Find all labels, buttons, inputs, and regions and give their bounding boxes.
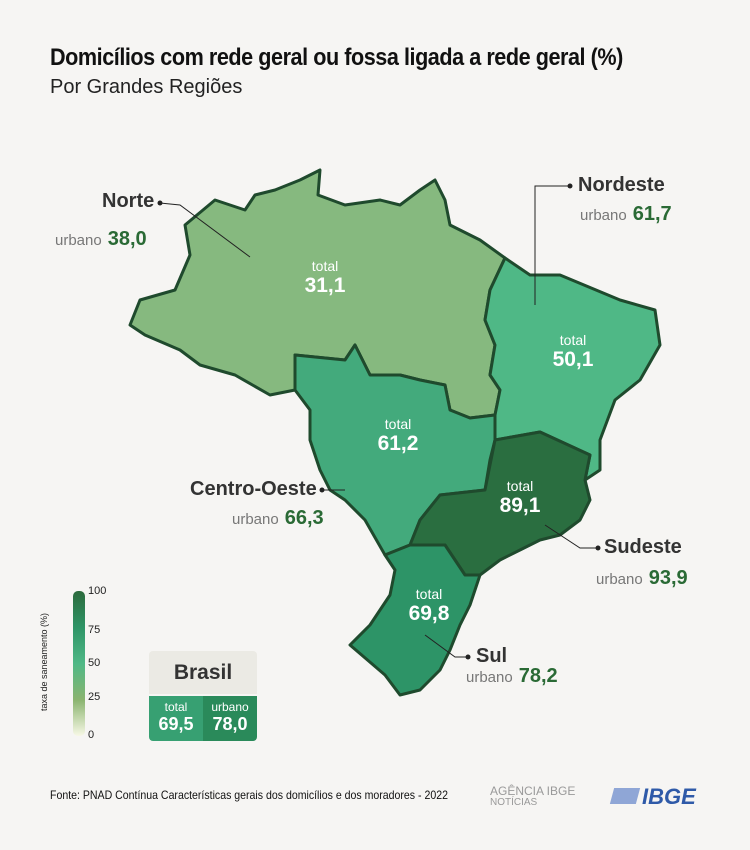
agencia-ibge-logo: AGÊNCIA IBGE NOTÍCIAS	[490, 784, 576, 808]
norte-label: Norte	[102, 190, 155, 212]
nordeste-urbano: urbano 61,7	[580, 203, 672, 225]
legend-tick: 75	[88, 624, 101, 636]
centro-oeste-total: total 61,2	[377, 416, 419, 455]
brasil-urbano: urbano 78,0	[203, 696, 257, 741]
legend-tick: 50	[88, 657, 101, 669]
ibge-logo: IBGE	[609, 784, 696, 810]
sul-urbano: urbano 78,2	[466, 665, 558, 687]
sul-label: Sul	[476, 645, 508, 667]
norte-total: total 31,1	[304, 258, 346, 297]
sudeste-urbano: urbano 93,9	[596, 567, 688, 589]
color-scale-legend	[73, 591, 85, 736]
legend-tick: 0	[88, 729, 95, 741]
legend-tick: 100	[88, 585, 107, 597]
sul-total: total 69,8	[408, 586, 450, 625]
sudeste-label: Sudeste	[604, 536, 682, 558]
region-sul[interactable]	[348, 543, 482, 697]
sudeste-total: total 89,1	[499, 478, 541, 517]
nordeste-label: Nordeste	[578, 174, 665, 196]
chart-subtitle: Por Grandes Regiões	[50, 76, 243, 98]
chart-title: Domicílios com rede geral ou fossa ligad…	[50, 44, 623, 71]
legend-tick: 25	[88, 691, 101, 703]
centro-oeste-urbano: urbano 66,3	[232, 507, 324, 529]
brasil-summary: Brasil total 69,5 urbano 78,0	[149, 651, 257, 741]
region-sudeste[interactable]	[408, 430, 592, 577]
nordeste-total: total 50,1	[552, 332, 594, 371]
centro-oeste-label: Centro-Oeste	[190, 478, 317, 500]
norte-urbano: urbano 38,0	[55, 228, 147, 250]
brasil-total: total 69,5	[149, 696, 203, 741]
brasil-title: Brasil	[149, 651, 257, 694]
leader-lines	[159, 185, 600, 658]
legend-title: taxa de saneamento (%)	[39, 612, 50, 712]
source-note: Fonte: PNAD Contínua Características ger…	[50, 788, 448, 802]
